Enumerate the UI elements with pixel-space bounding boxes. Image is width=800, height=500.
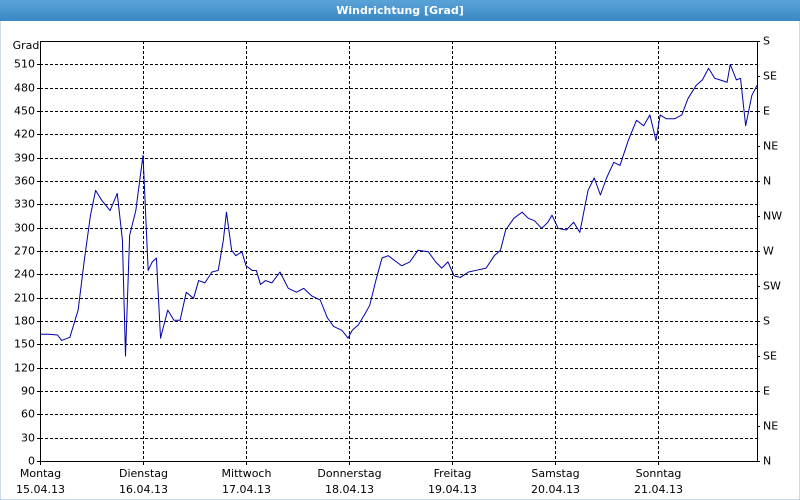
- data-line: [40, 63, 758, 357]
- y2-tick-label: N: [763, 175, 771, 188]
- x-tick-label: Dienstag: [119, 467, 168, 480]
- y-tick-label: 180: [14, 315, 35, 328]
- x-tick-date: 19.04.13: [428, 483, 477, 496]
- y2-tick-label: E: [763, 385, 770, 398]
- y2-tick-label: NE: [763, 420, 778, 433]
- x-tick-label: Freitag: [434, 467, 472, 480]
- x-tick-label: Montag: [20, 467, 61, 480]
- x-tick-date: 18.04.13: [325, 483, 374, 496]
- y2-tick-label: SW: [763, 280, 781, 293]
- x-tick-date: 17.04.13: [222, 483, 271, 496]
- y-tick-label: 210: [14, 292, 35, 305]
- y-tick-label: 390: [14, 152, 35, 165]
- y-tick-label: 480: [14, 82, 35, 95]
- y2-tick-label: NW: [763, 210, 782, 223]
- x-tick-date: 16.04.13: [119, 483, 168, 496]
- title-bar: [0, 0, 800, 21]
- y-tick-label: 150: [14, 338, 35, 351]
- x-tick-label: Donnerstag: [317, 467, 381, 480]
- y2-tick-label: N: [763, 455, 771, 468]
- y2-tick-label: SE: [763, 350, 777, 363]
- x-tick-date: 21.04.13: [634, 483, 683, 496]
- x-tick-date: 20.04.13: [531, 483, 580, 496]
- y-tick-label: 30: [21, 432, 35, 445]
- y-tick-label: 510: [14, 58, 35, 71]
- x-tick-label: Samstag: [531, 467, 579, 480]
- y-tick-label: 0: [28, 455, 35, 468]
- y-tick-label: 90: [21, 385, 35, 398]
- y-tick-label: 270: [14, 245, 35, 258]
- x-tick-label: Sonntag: [636, 467, 682, 480]
- chart-title: Windrichtung [Grad]: [336, 4, 464, 17]
- plot-border: [40, 41, 758, 462]
- y2-tick-label: SE: [763, 70, 777, 83]
- y2-tick-label: E: [763, 105, 770, 118]
- y-tick-label: 420: [14, 128, 35, 141]
- x-tick-date: 15.04.13: [16, 483, 65, 496]
- y-tick-label: 300: [14, 222, 35, 235]
- y-tick-label: 450: [14, 105, 35, 118]
- y-axis-label: Grad: [13, 39, 40, 52]
- x-tick-label: Mittwoch: [222, 467, 272, 480]
- y2-tick-label: W: [763, 245, 774, 258]
- y-tick-label: 120: [14, 362, 35, 375]
- y-tick-label: 60: [21, 408, 35, 421]
- y2-tick-label: NE: [763, 140, 778, 153]
- y-tick-label: 360: [14, 175, 35, 188]
- y-tick-label: 240: [14, 268, 35, 281]
- y-tick-label: 330: [14, 198, 35, 211]
- y2-tick-label: S: [763, 35, 770, 48]
- y2-tick-label: S: [763, 315, 770, 328]
